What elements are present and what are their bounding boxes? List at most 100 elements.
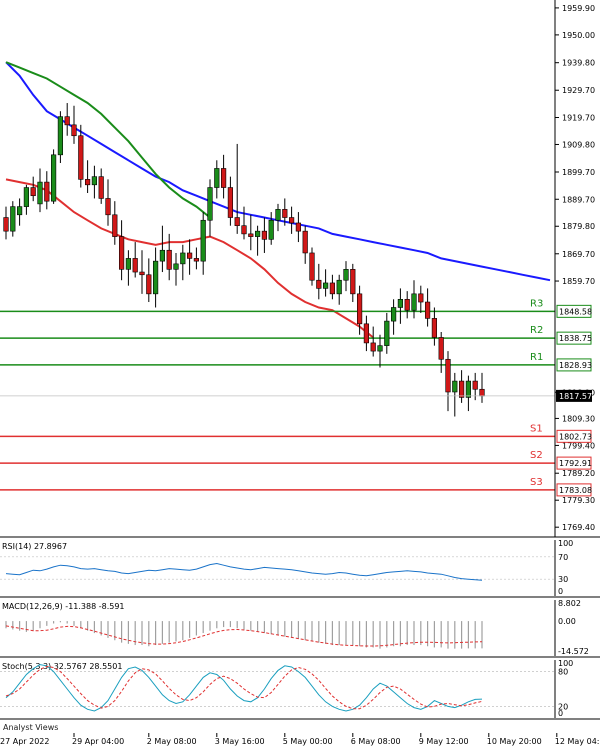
candle-down bbox=[193, 258, 200, 262]
level-value-label: 1838.75 bbox=[559, 334, 592, 343]
moving-average-line bbox=[5, 61, 211, 219]
price-panel: 1959.90 1950.00 1939.80 1929.70 1919.70 1909.… bbox=[0, 0, 600, 538]
level-value-label: 1792.91 bbox=[559, 459, 592, 468]
candle-up bbox=[125, 258, 131, 270]
candle-up bbox=[57, 116, 63, 156]
candle-up bbox=[50, 154, 57, 202]
price-background bbox=[0, 0, 555, 537]
candle-down bbox=[248, 233, 254, 237]
time-tick-label: 5 May 00:00 bbox=[283, 737, 333, 746]
candle-up bbox=[384, 320, 390, 346]
price-tick-label: 1789.20 bbox=[562, 469, 595, 478]
candle-down bbox=[139, 271, 145, 276]
time-tick-label: 10 May 20:00 bbox=[487, 737, 542, 746]
candle-down bbox=[424, 301, 431, 319]
level-name-s2: S2 bbox=[530, 450, 543, 461]
indicator-tick-label: 80 bbox=[558, 668, 568, 677]
candle-down bbox=[445, 358, 451, 393]
level-value-box bbox=[556, 483, 592, 497]
price-tick-label: 1899.70 bbox=[562, 168, 595, 177]
candle-down bbox=[261, 230, 268, 240]
candle-down bbox=[350, 269, 356, 295]
candle-down bbox=[166, 249, 172, 270]
level-name-r3: R3 bbox=[530, 298, 543, 309]
indicator-tick-label: 100 bbox=[558, 539, 573, 548]
candle-up bbox=[255, 230, 261, 237]
candle-up bbox=[377, 345, 383, 352]
candle-up bbox=[91, 176, 97, 186]
candle-down bbox=[288, 217, 295, 224]
candle-down bbox=[234, 217, 240, 227]
candle-up bbox=[159, 249, 166, 262]
watermark-text: Analyst Views bbox=[3, 723, 58, 732]
candle-down bbox=[282, 209, 288, 218]
candle-up bbox=[411, 293, 417, 311]
indicator-title: Stoch(5,3,3) 32.5767 28.5501 bbox=[2, 662, 122, 671]
price-tick-label: 1779.30 bbox=[562, 496, 595, 505]
price-tick-label: 1929.70 bbox=[562, 86, 595, 95]
candle-down bbox=[363, 323, 370, 344]
level-value-box bbox=[556, 304, 592, 318]
time-axis: 27 Apr 2022 29 Apr 04:00 2 May 08:00 3 May … bbox=[0, 733, 600, 746]
current-price-label: 1817.57 bbox=[559, 392, 592, 401]
price-tick-label: 1879.80 bbox=[562, 222, 595, 231]
macd-panel: MACD(12,26,9) -11.388 -8.591 8.802 0.00 -14… bbox=[0, 599, 600, 658]
level-value-box bbox=[556, 456, 592, 470]
level-value-box bbox=[556, 331, 592, 345]
price-tick-label: 1909.80 bbox=[562, 140, 595, 149]
candle-down bbox=[404, 299, 410, 311]
candle-down bbox=[295, 222, 302, 232]
candle-down bbox=[98, 176, 104, 199]
level-value-label: 1802.73 bbox=[559, 432, 592, 441]
price-tick-label: 1950.00 bbox=[562, 31, 595, 40]
candle-down bbox=[187, 252, 193, 259]
candle-down bbox=[85, 179, 91, 186]
candle-up bbox=[214, 168, 220, 188]
candle-down bbox=[44, 181, 50, 202]
candle-down bbox=[227, 187, 234, 218]
time-tick-label: 12 May 04:00 bbox=[555, 737, 600, 746]
level-value-label: 1783.08 bbox=[559, 486, 592, 495]
time-tick-label: 6 May 08:00 bbox=[351, 737, 401, 746]
level-value-label: 1848.58 bbox=[559, 307, 592, 316]
candle-up bbox=[23, 187, 30, 207]
level-value-box bbox=[556, 358, 592, 372]
candle-down bbox=[241, 225, 247, 235]
indicator-tick-label: -14.572 bbox=[558, 647, 589, 656]
candle-down bbox=[458, 380, 465, 398]
stoch-main-line bbox=[5, 664, 483, 712]
indicator-tick-label: 100 bbox=[558, 659, 573, 668]
candle-down bbox=[112, 214, 118, 237]
candle-up bbox=[275, 209, 281, 221]
candle-down bbox=[71, 124, 77, 137]
indicator-tick-label: 0 bbox=[558, 709, 563, 718]
level-value-box bbox=[556, 429, 592, 443]
candle-down bbox=[438, 337, 444, 360]
price-tick-label: 1919.70 bbox=[562, 113, 595, 122]
price-tick-label: 1959.90 bbox=[562, 4, 595, 13]
candle-up bbox=[173, 263, 179, 270]
current-price-box bbox=[556, 389, 592, 402]
candle-up bbox=[37, 181, 43, 205]
level-name-r1: R1 bbox=[530, 352, 543, 363]
time-tick-label: 2 May 08:00 bbox=[147, 737, 197, 746]
candle-down bbox=[479, 388, 485, 397]
indicator-tick-label: 0.00 bbox=[558, 617, 576, 626]
indicator-tick-label: 30 bbox=[558, 575, 568, 584]
candle-up bbox=[207, 187, 213, 221]
price-tick-label: 1809.30 bbox=[562, 414, 595, 423]
time-tick-label: 3 May 16:00 bbox=[215, 737, 265, 746]
candle-down bbox=[105, 198, 111, 216]
indicator-tick-label: 0 bbox=[558, 587, 563, 596]
candle-up bbox=[322, 282, 329, 289]
rsi-panel: RSI(14) 27.8967 100 70 30 0 bbox=[0, 539, 600, 598]
candle-up bbox=[180, 252, 186, 265]
indicator-tick-label: 70 bbox=[558, 553, 568, 562]
candle-down bbox=[64, 116, 70, 126]
level-name-s1: S1 bbox=[530, 423, 543, 434]
candle-up bbox=[336, 279, 342, 295]
price-tick-label: 1769.40 bbox=[562, 523, 595, 532]
macd-signal-line bbox=[5, 625, 483, 647]
candle-up bbox=[465, 380, 472, 398]
